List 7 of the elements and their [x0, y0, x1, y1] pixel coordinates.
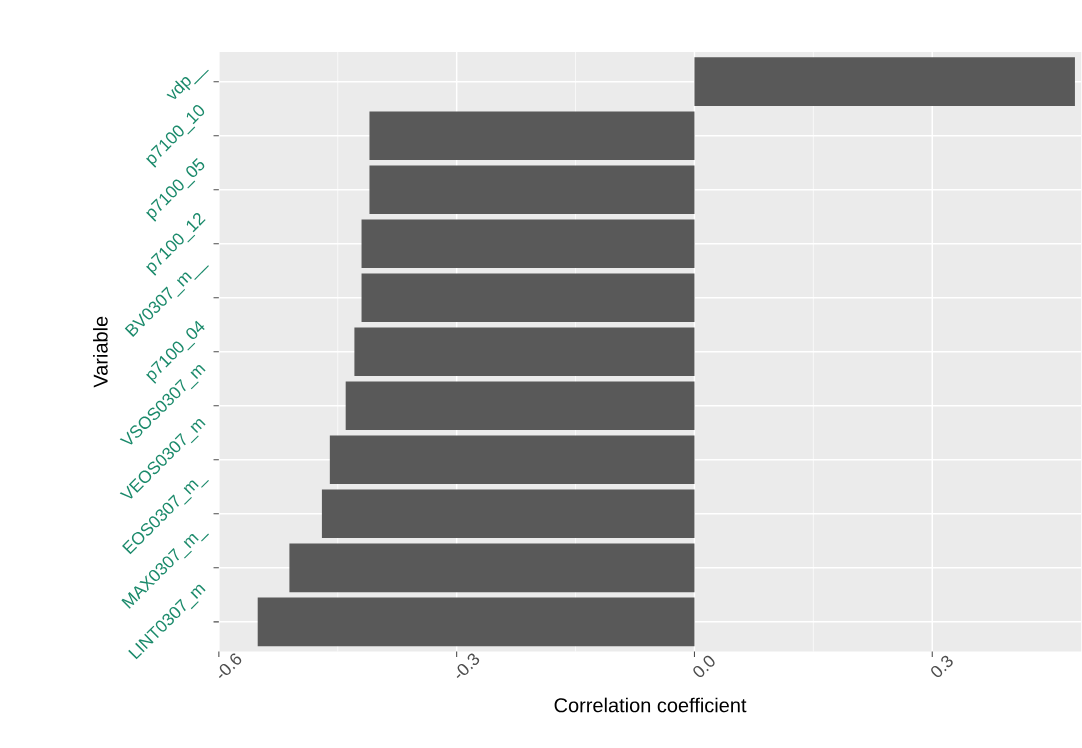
x-tick-label: 0.0: [693, 655, 715, 677]
x-axis-title: Correlation coefficient: [554, 697, 747, 713]
y-axis-title: Variable: [93, 316, 108, 388]
x-tick-label: -0.3: [456, 653, 480, 678]
x-tick-label: 0.3: [931, 655, 953, 677]
y-tick-label: vdp__: [166, 69, 209, 99]
x-tick-label: -0.6: [218, 653, 242, 678]
